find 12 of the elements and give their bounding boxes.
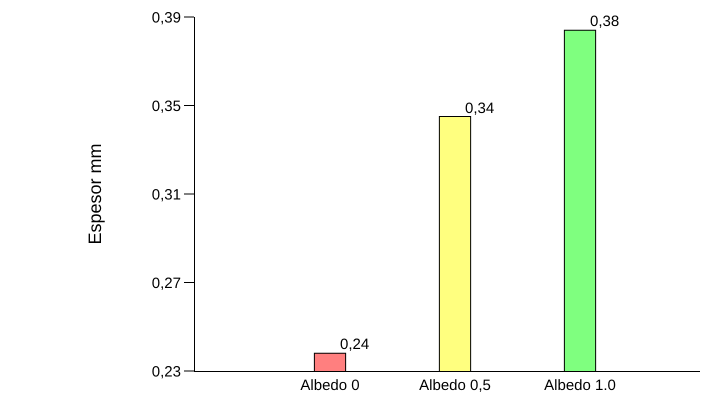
y-tick-label: 0,23: [152, 363, 181, 380]
x-tick-label: Albedo 0: [300, 377, 360, 394]
x-tick-label: Albedo 0,5: [419, 377, 491, 394]
y-tick-label: 0,27: [152, 274, 181, 292]
data-label: 0,34: [465, 100, 494, 117]
y-tick-label: 0,31: [152, 186, 181, 204]
y-tick-label: 0,35: [152, 98, 181, 115]
data-label: 0,38: [590, 13, 620, 30]
y-tick-label: 0,39: [152, 9, 181, 26]
y-axis-title: Espesor mm: [84, 143, 105, 245]
data-label: 0,24: [340, 336, 370, 353]
x-tick-label: Albedo 1.0: [544, 377, 616, 394]
